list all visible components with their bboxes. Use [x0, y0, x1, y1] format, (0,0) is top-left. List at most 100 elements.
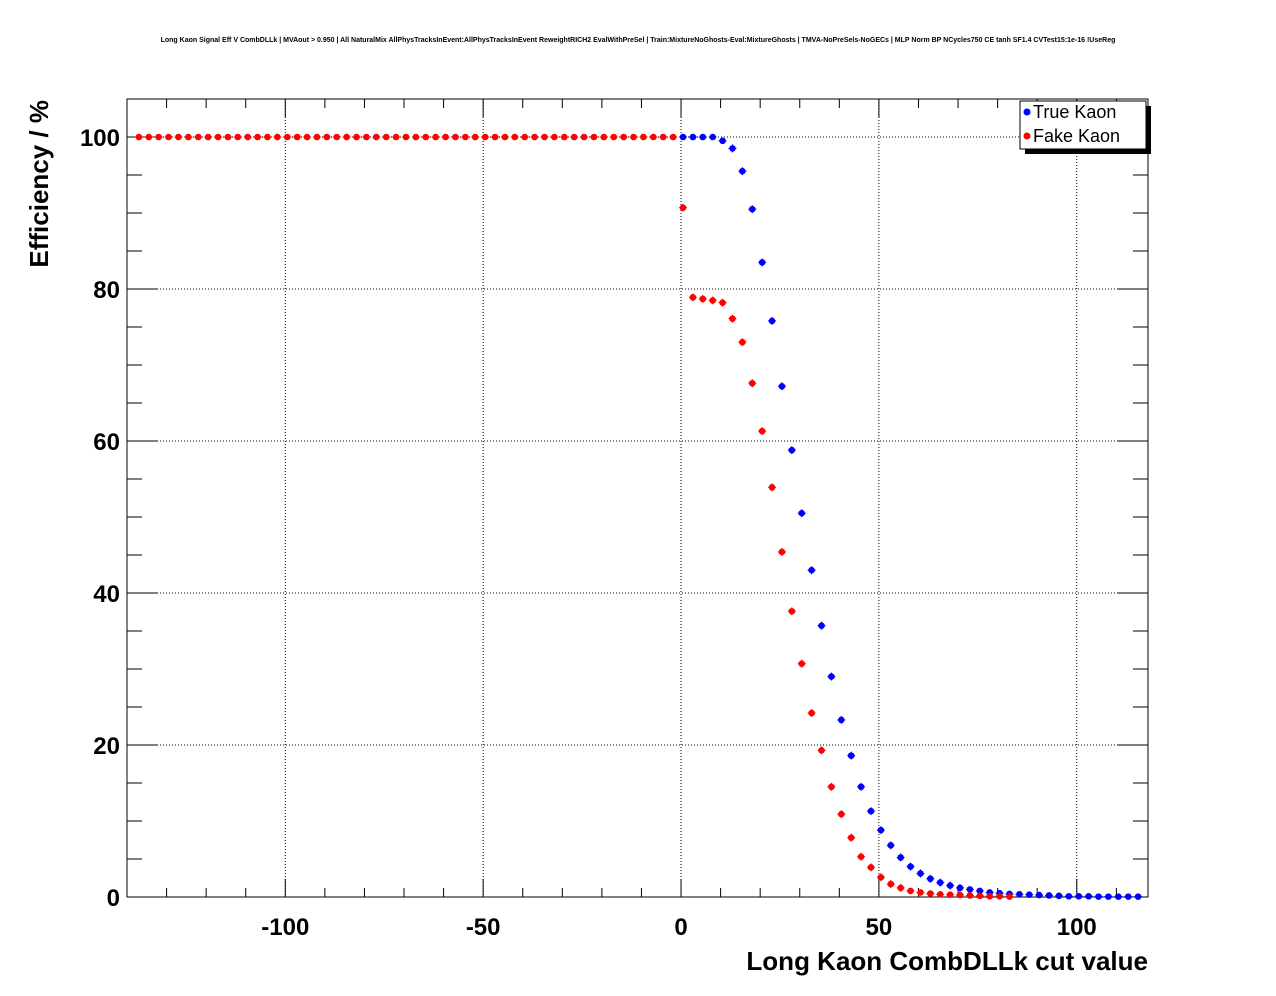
data-point	[729, 315, 736, 322]
data-point	[669, 133, 677, 141]
data-point	[531, 133, 538, 141]
data-point	[699, 295, 707, 303]
data-point	[382, 133, 390, 141]
data-point	[570, 133, 578, 141]
axis-ticks	[126, 98, 1148, 898]
y-tick-label: 100	[80, 125, 120, 152]
data-point	[847, 834, 855, 842]
data-point	[976, 892, 984, 900]
x-tick-label: -50	[466, 914, 501, 941]
y-tick-label: 20	[93, 733, 120, 760]
x-axis-label: Long Kaon CombDLLk cut value	[746, 946, 1148, 976]
data-point	[303, 133, 311, 141]
data-point	[838, 810, 845, 818]
legend-box	[1019, 100, 1147, 150]
data-point	[1134, 893, 1142, 900]
legend-marker-true-kaon	[1023, 108, 1031, 116]
data-point	[887, 880, 895, 888]
x-tick-label: 50	[866, 914, 893, 941]
data-point	[442, 133, 449, 141]
data-point	[422, 133, 430, 141]
data-point	[1006, 893, 1013, 900]
data-point	[155, 133, 162, 141]
plot-frame	[126, 98, 1149, 898]
data-point	[590, 133, 598, 141]
data-point	[917, 889, 924, 896]
data-point	[580, 133, 588, 141]
data-point	[729, 145, 736, 152]
data-point	[620, 133, 627, 141]
data-point	[778, 382, 786, 390]
data-point	[778, 548, 786, 556]
data-point	[828, 673, 835, 680]
data-point	[679, 133, 687, 141]
data-point	[946, 882, 954, 889]
legend-marker-fake-kaon	[1023, 132, 1031, 140]
data-point	[847, 752, 855, 759]
grid-lines	[127, 99, 1148, 897]
data-point	[739, 338, 746, 346]
data-point	[936, 879, 944, 886]
data-point	[432, 133, 439, 141]
y-tick-labels: 0 20 40 60 80 100	[80, 125, 120, 912]
data-point	[1124, 893, 1132, 900]
data-point	[343, 133, 350, 141]
data-point	[798, 660, 806, 667]
data-point	[679, 204, 687, 211]
data-point	[264, 133, 271, 141]
y-tick-label: 0	[107, 885, 120, 912]
data-point	[768, 317, 776, 325]
data-point	[699, 133, 707, 141]
data-point	[689, 294, 697, 301]
data-point	[452, 133, 459, 141]
x-tick-label: 0	[674, 914, 687, 941]
data-point	[412, 133, 420, 141]
y-tick-label: 40	[93, 581, 120, 608]
data-point	[560, 133, 568, 141]
data-point	[808, 709, 815, 717]
data-point	[1085, 892, 1092, 900]
data-point	[501, 133, 509, 141]
data-point	[1065, 892, 1073, 900]
data-point	[996, 892, 1003, 900]
data-point	[1016, 891, 1023, 898]
legend: True Kaon Fake Kaon	[1019, 100, 1151, 154]
data-point	[1105, 893, 1112, 900]
data-point	[739, 167, 746, 175]
data-point	[323, 133, 331, 141]
data-point	[897, 854, 904, 861]
data-point	[758, 259, 766, 266]
data-point	[748, 205, 756, 213]
data-point	[828, 783, 835, 791]
y-axis-label: Efficiency / %	[24, 100, 54, 268]
data-point	[857, 853, 865, 861]
data-point	[897, 884, 904, 892]
data-point	[1045, 892, 1053, 899]
data-point	[907, 887, 914, 895]
data-point	[877, 826, 885, 834]
data-point	[175, 133, 182, 141]
data-point	[927, 875, 934, 883]
data-point	[640, 133, 647, 141]
data-point	[768, 484, 776, 491]
data-point	[491, 133, 499, 141]
data-point	[165, 133, 172, 141]
data-point	[659, 133, 667, 141]
data-point	[600, 133, 608, 141]
data-point	[204, 133, 212, 141]
data-point	[956, 891, 964, 899]
data-point	[392, 133, 400, 141]
x-tick-label: -100	[261, 914, 309, 941]
data-point	[135, 133, 143, 141]
data-point	[551, 133, 558, 141]
data-point	[610, 133, 618, 141]
chart-title: Long Kaon Signal Eff V CombDLLk | MVAout…	[161, 37, 1116, 44]
data-point	[283, 133, 291, 141]
data-point	[709, 133, 716, 141]
data-point	[818, 747, 825, 754]
data-point	[907, 863, 914, 870]
data-point	[936, 891, 944, 898]
data-point	[838, 716, 845, 724]
data-point	[402, 133, 410, 141]
